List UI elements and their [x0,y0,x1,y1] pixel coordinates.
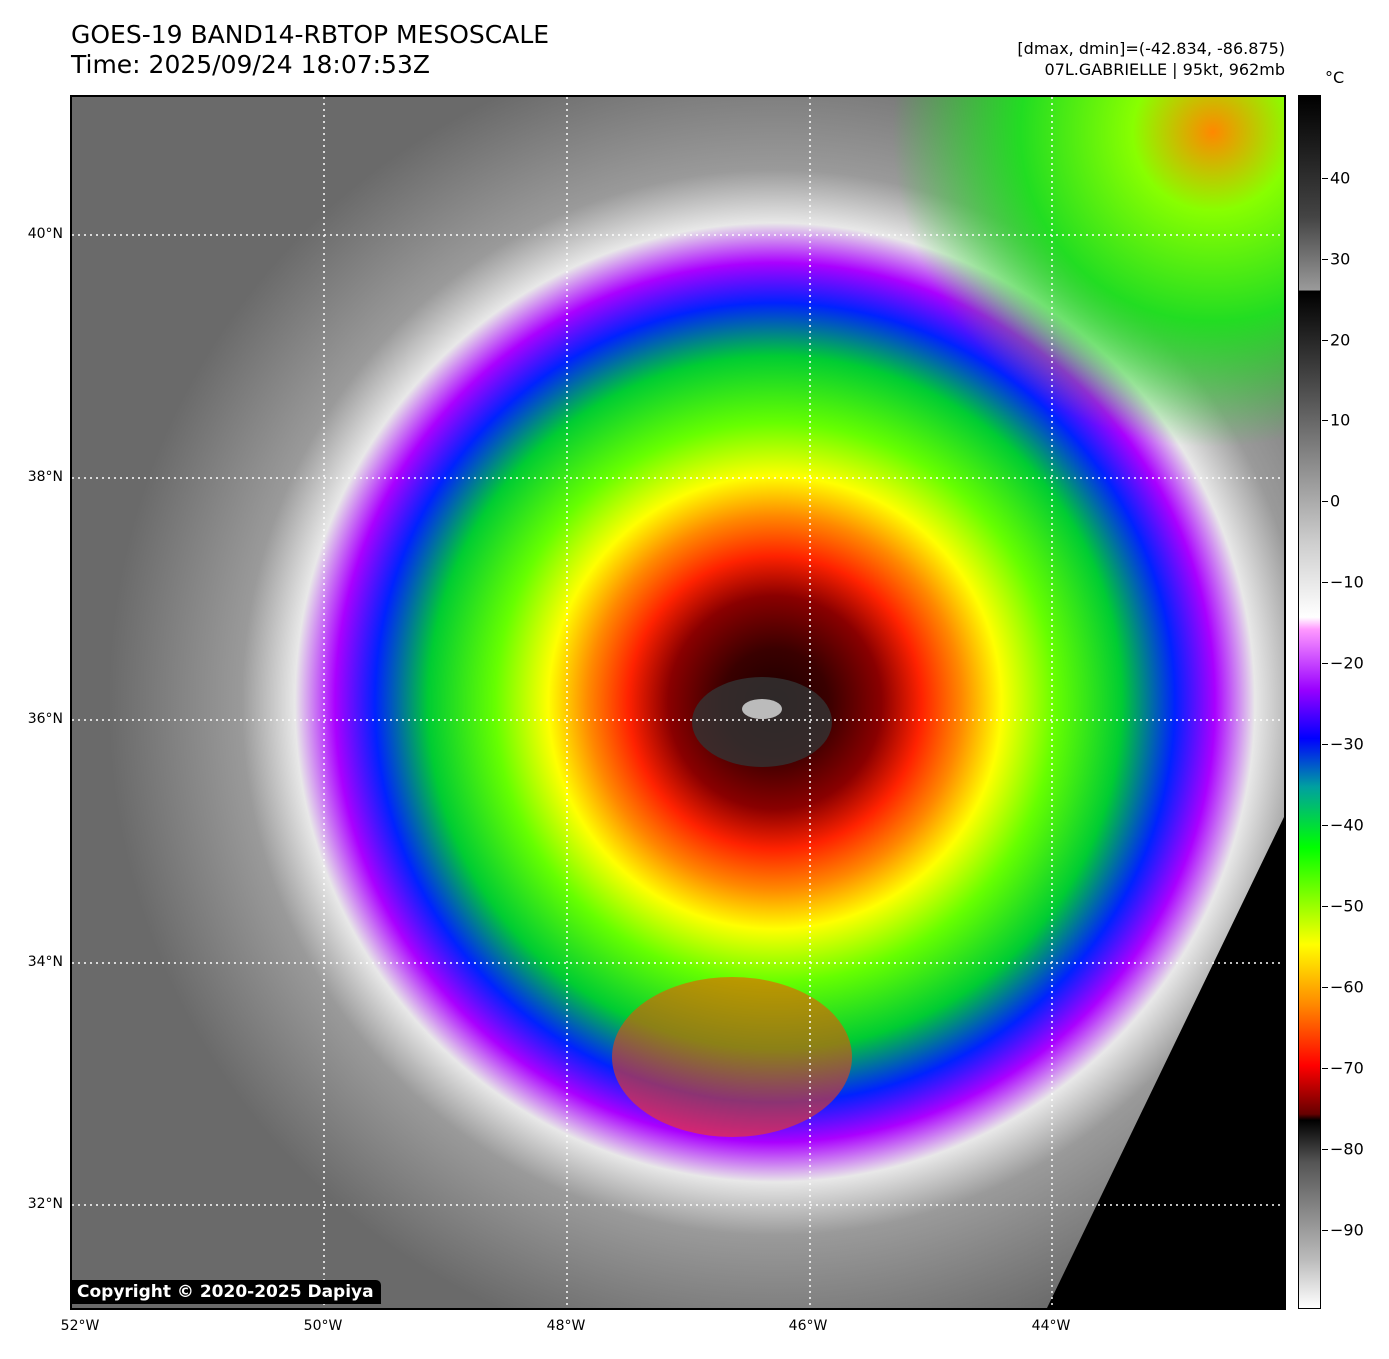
colorbar-tick-label: 20 [1330,330,1351,350]
lat-label-40n: 40°N [27,226,63,242]
colorbar-tick-label: −20 [1330,653,1364,673]
colorbar-tick [1322,259,1328,260]
satellite-map [70,95,1286,1310]
colorbar-tick [1322,663,1328,664]
colorbar-tick-label: 0 [1330,491,1341,511]
storm-name: 07L.GABRIELLE | 95kt, 962mb [1044,60,1285,79]
colorbar-tick [1322,987,1328,988]
storm-info: [dmax, dmin]=(-42.834, -86.875) 07L.GABR… [1017,38,1285,80]
dmax-dmin: [dmax, dmin]=(-42.834, -86.875) [1017,39,1285,58]
colorbar-tick-label: −90 [1330,1220,1364,1240]
colorbar-tick [1322,906,1328,907]
lat-label-32n: 32°N [27,1196,63,1212]
colorbar-tick [1322,501,1328,502]
lon-label-50w: 50°W [303,1318,343,1334]
colorbar-tick [1322,1230,1328,1231]
colorbar-tick [1322,420,1328,421]
colorbar-tick-label: 10 [1330,410,1351,430]
lon-label-44w: 44°W [1031,1318,1071,1334]
colorbar-tick-label: −80 [1330,1139,1364,1159]
colorbar-tick [1322,178,1328,179]
colorbar-tick-label: −50 [1330,896,1364,916]
colorbar-tick-label: −70 [1330,1058,1364,1078]
colorbar-tick-label: 40 [1330,168,1351,188]
title-line-1: GOES-19 BAND14-RBTOP MESOSCALE [71,20,550,49]
lon-label-46w: 46°W [788,1318,828,1334]
colorbar-tick [1322,1068,1328,1069]
figure-title: GOES-19 BAND14-RBTOP MESOSCALE Time: 202… [71,20,549,80]
colorbar-tick-label: −10 [1330,572,1364,592]
colorbar-unit: °C [1325,68,1345,87]
lat-label-36n: 36°N [27,711,63,727]
colorbar [1298,95,1321,1309]
satellite-image [72,97,1284,1308]
colorbar-tick [1322,1149,1328,1150]
colorbar-tick [1322,825,1328,826]
copyright-label: Copyright © 2020-2025 Dapiya [70,1280,381,1304]
lon-label-48w: 48°W [546,1318,586,1334]
lat-label-34n: 34°N [27,954,63,970]
colorbar-tick [1322,582,1328,583]
colorbar-tick-label: −30 [1330,734,1364,754]
lat-label-38n: 38°N [27,469,63,485]
colorbar-tick-label: −40 [1330,815,1364,835]
title-line-2: Time: 2025/09/24 18:07:53Z [71,50,430,79]
lon-label-52w: 52°W [60,1318,100,1334]
colorbar-tick-label: 30 [1330,249,1351,269]
colorbar-tick [1322,340,1328,341]
colorbar-tick [1322,744,1328,745]
colorbar-tick-label: −60 [1330,977,1364,997]
